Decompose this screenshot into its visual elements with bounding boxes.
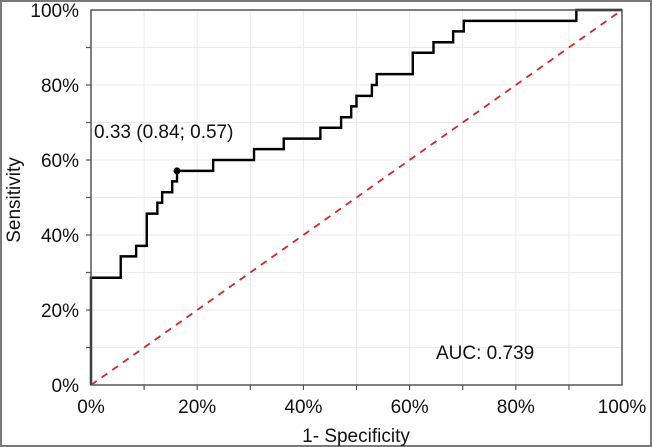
axis-ticks: 0% 20% 40% 60% 80% 100% 0% 20% 40% 60% 80% 100%: [30, 1, 646, 418]
y-tick-label: 80%: [41, 76, 79, 97]
x-tick-label: 80%: [497, 397, 535, 418]
plot-frame: [90, 9, 623, 386]
y-tick-label: 0%: [52, 376, 80, 397]
y-tick-label: 100%: [30, 1, 79, 22]
x-tick-label: 60%: [391, 397, 429, 418]
reference-diagonal-line: [90, 9, 623, 386]
grid: [91, 10, 622, 385]
y-tick-label: 60%: [41, 151, 79, 172]
cutoff-annotation: 0.33 (0.84; 0.57): [94, 122, 233, 143]
roc-curve: [89, 8, 622, 385]
series-layer: [89, 8, 623, 386]
y-tick-label: 20%: [41, 301, 79, 322]
y-tick-label: 40%: [41, 226, 79, 247]
x-axis-title: 1- Specificity: [302, 426, 410, 447]
y-axis-title: Sensitivity: [4, 157, 25, 243]
auc-annotation: AUC: 0.739: [436, 343, 534, 364]
x-tick-label: 40%: [284, 397, 322, 418]
optimal-cutoff-point: [173, 167, 181, 175]
x-tick-label: 100%: [598, 397, 647, 418]
x-tick-label: 0%: [77, 397, 105, 418]
x-tick-label: 20%: [178, 397, 216, 418]
